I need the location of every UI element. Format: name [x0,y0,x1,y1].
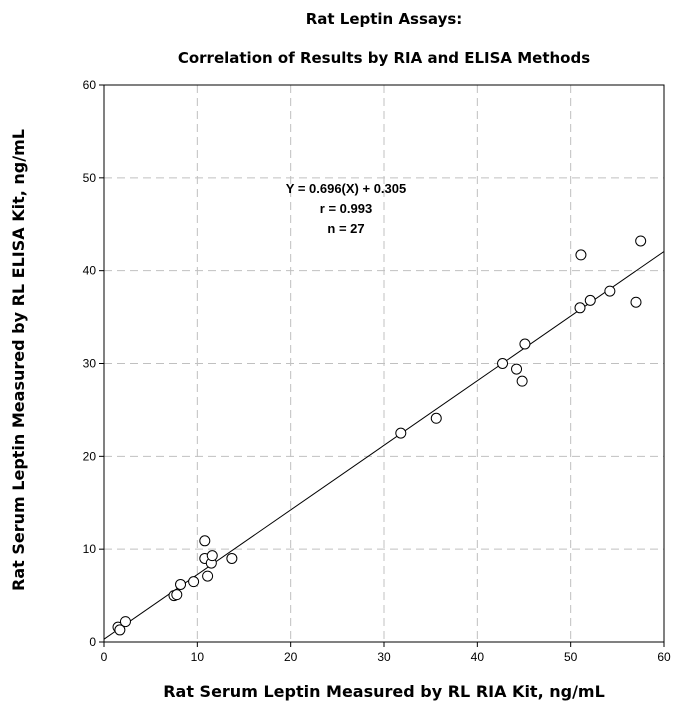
x-tick-label: 60 [657,650,671,664]
data-point [575,249,587,261]
axis-ticks [99,84,665,647]
x-tick-label: 50 [564,650,578,664]
x-axis-label: Rat Serum Leptin Measured by RL RIA Kit,… [163,682,605,701]
annotation-equation: Y = 0.696(X) + 0.305 [286,181,406,196]
data-point [202,570,214,582]
annotation-r: r = 0.993 [320,201,372,216]
y-tick-label: 50 [83,171,97,185]
data-point [584,294,596,306]
data-point [604,285,616,297]
y-tick-label: 20 [83,449,97,463]
data-point [188,576,200,588]
grid [104,85,664,642]
data-point [119,616,131,628]
x-tick-label: 30 [377,650,391,664]
data-point [630,296,642,308]
data-point [430,412,442,424]
y-tick-label: 40 [83,264,97,278]
data-point [511,363,523,375]
data-point [395,427,407,439]
y-axis-label: Rat Serum Leptin Measured by RL ELISA Ki… [9,129,28,591]
data-points [112,235,647,636]
data-point [175,578,187,590]
data-point [114,624,126,636]
y-tick-label: 60 [83,78,97,92]
x-tick-label: 40 [471,650,485,664]
x-tick-label: 20 [284,650,298,664]
data-point [226,552,238,564]
data-point [574,302,586,314]
y-tick-label: 10 [83,542,97,556]
data-point [171,589,183,601]
annotation-n: n = 27 [327,221,364,236]
regression-line [103,251,665,640]
y-tick-label: 30 [83,357,97,371]
x-tick-label: 0 [101,650,108,664]
chart-title: Rat Leptin Assays: [306,10,463,28]
y-tick-label: 0 [89,635,96,649]
x-tick-label: 10 [191,650,205,664]
data-point [635,235,647,247]
data-point [519,338,531,350]
data-point [516,375,528,387]
chart-subtitle: Correlation of Results by RIA and ELISA … [178,49,590,67]
data-point [206,550,218,562]
y-tick-labels: 0 10 20 30 40 50 60 [83,78,97,649]
x-tick-labels: 0 10 20 30 40 50 60 [101,650,671,664]
data-point [199,535,211,547]
regression-annotation: Y = 0.696(X) + 0.305 r = 0.993 n = 27 [286,181,406,236]
data-point [497,358,509,369]
